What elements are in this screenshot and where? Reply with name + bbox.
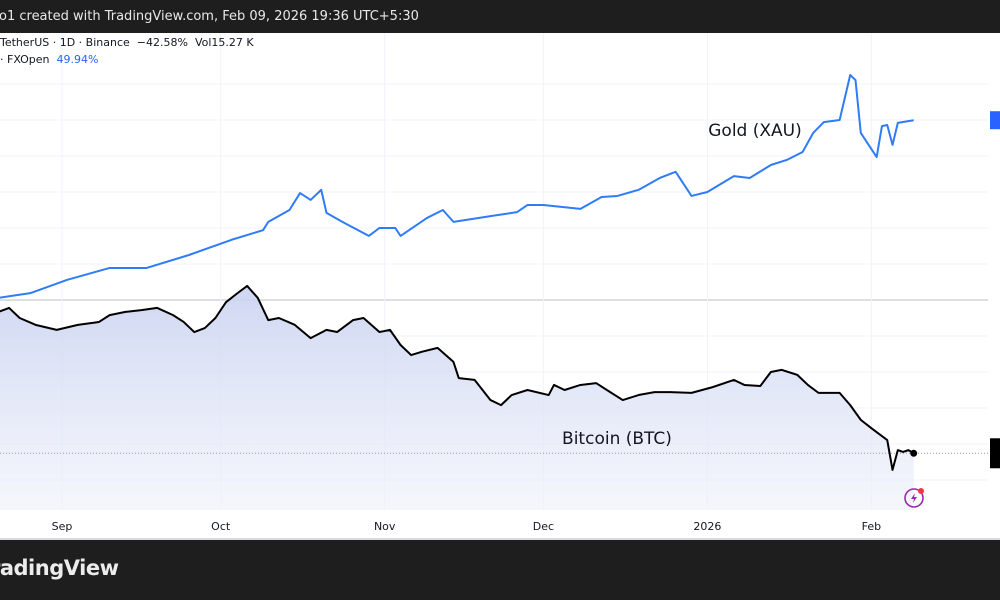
btc-volume: Vol15.27 K xyxy=(194,36,254,49)
x-tick-label: Sep xyxy=(52,520,73,533)
btc-change: −42.58% xyxy=(136,36,188,49)
gold-symbol-info: · FXOpen xyxy=(0,53,50,66)
x-tick-label: 2026 xyxy=(693,520,721,533)
btc-price-marker xyxy=(990,438,1000,469)
bottom-bar: radingView xyxy=(0,540,1000,600)
gold-change: 49.94% xyxy=(56,53,99,66)
btc-last-point xyxy=(910,449,918,457)
top-bar: o1 created with TradingView.com, Feb 09,… xyxy=(0,0,1000,33)
legend-btc[interactable]: TetherUS · 1D · Binance −42.58% Vol15.27… xyxy=(0,34,254,51)
btc-line xyxy=(0,284,915,471)
gold-series-label: Gold (XAU) xyxy=(708,121,801,141)
chart-legend: TetherUS · 1D · Binance −42.58% Vol15.27… xyxy=(0,34,254,68)
x-tick-label: Dec xyxy=(533,520,554,533)
btc-symbol-info: TetherUS · 1D · Binance xyxy=(0,36,130,49)
created-text: o1 created with TradingView.com, Feb 09,… xyxy=(0,9,419,24)
btc-series-label: Bitcoin (BTC) xyxy=(562,429,672,449)
legend-gold[interactable]: · FXOpen 49.94% xyxy=(0,51,254,68)
btc-area-fill xyxy=(0,285,914,510)
gold-line xyxy=(0,74,914,299)
x-tick-label: Nov xyxy=(374,520,396,533)
comparison-chart[interactable]: Gold (XAU) Bitcoin (BTC) Sep Oct Nov Dec 202… xyxy=(0,0,1000,540)
x-tick-label: Oct xyxy=(211,520,231,533)
tradingview-logo: radingView xyxy=(0,556,119,580)
gold-price-marker xyxy=(990,111,1000,130)
x-tick-label: Feb xyxy=(862,520,881,533)
lightning-icon[interactable] xyxy=(904,488,924,508)
